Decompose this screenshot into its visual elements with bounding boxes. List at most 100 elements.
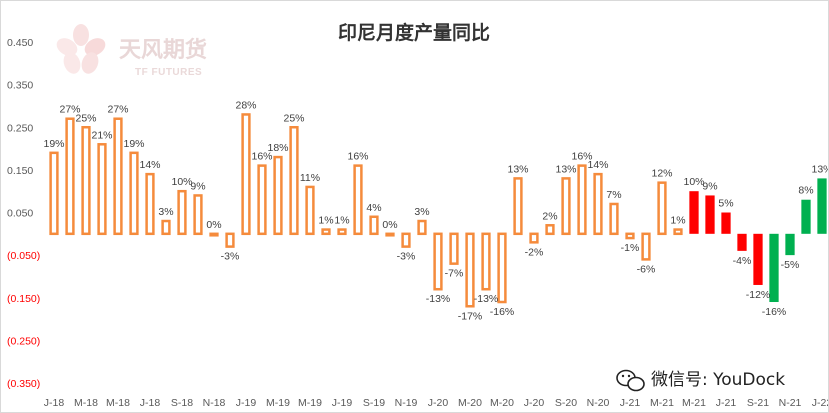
- bar: [209, 232, 219, 237]
- bar: [689, 191, 699, 234]
- data-label: 1%: [670, 215, 685, 227]
- bar: [449, 232, 459, 265]
- x-tick-label: S-20: [555, 397, 577, 409]
- bar: [769, 233, 779, 303]
- bar: [145, 172, 155, 236]
- data-label: 12%: [651, 168, 672, 180]
- bar: [257, 164, 267, 236]
- data-label: -1%: [621, 242, 640, 254]
- data-label: 25%: [283, 112, 304, 124]
- data-label: 0%: [206, 219, 221, 231]
- bar: [289, 126, 299, 236]
- bar: [721, 212, 731, 234]
- data-label: 4%: [366, 202, 381, 214]
- data-label: 13%: [555, 163, 576, 175]
- bar: [321, 228, 331, 236]
- bar: [113, 117, 123, 236]
- y-tick-label: 0.450: [7, 37, 33, 49]
- bar: [593, 172, 603, 236]
- data-label: 13%: [811, 163, 829, 175]
- x-tick-label: J-21: [716, 397, 737, 409]
- x-tick-label: M-18: [106, 397, 130, 409]
- data-label: 14%: [587, 159, 608, 171]
- data-label: 28%: [235, 99, 256, 111]
- x-tick-label: M-19: [298, 397, 322, 409]
- data-label: 3%: [414, 206, 429, 218]
- bar: [433, 232, 443, 291]
- x-tick-label: N-19: [395, 397, 418, 409]
- data-label: 21%: [91, 129, 112, 141]
- data-label: 27%: [107, 104, 128, 116]
- data-label: 16%: [347, 151, 368, 163]
- data-label: 9%: [702, 180, 717, 192]
- bar: [129, 151, 139, 236]
- data-label: 25%: [75, 112, 96, 124]
- data-label: -4%: [733, 255, 752, 267]
- bar: [513, 177, 523, 236]
- x-tick-label: J-19: [236, 397, 257, 409]
- data-label: -17%: [458, 310, 483, 322]
- x-tick-label: S-18: [171, 397, 193, 409]
- bar: [177, 189, 187, 236]
- data-label: 18%: [267, 142, 288, 154]
- data-label: 5%: [718, 198, 733, 210]
- logo-english-name: TF FUTURES: [135, 67, 202, 78]
- y-tick-label: (0.150): [7, 293, 40, 305]
- wechat-id-text: 微信号: YouDock: [651, 370, 785, 390]
- data-label: 0%: [382, 219, 397, 231]
- data-label: -5%: [781, 259, 800, 271]
- bar: [369, 215, 379, 236]
- data-label: -13%: [474, 293, 499, 305]
- y-tick-label: 0.150: [7, 165, 33, 177]
- wechat-watermark: 微信号: YouDock: [616, 369, 785, 392]
- chart-title: 印尼月度产量同比: [338, 21, 490, 44]
- data-label: 27%: [59, 104, 80, 116]
- bar: [625, 232, 635, 240]
- y-tick-label: 0.250: [7, 122, 33, 134]
- bar: [609, 202, 619, 236]
- bar: [401, 232, 411, 248]
- data-label: 16%: [571, 151, 592, 163]
- bar: [65, 117, 75, 236]
- bar: [753, 233, 763, 285]
- bar: [161, 219, 171, 236]
- data-labels: 19%27%25%21%27%19%14%3%10%9%0%-3%28%16%1…: [43, 99, 829, 322]
- x-tick-label: J-18: [140, 397, 161, 409]
- bar: [673, 228, 683, 236]
- data-label: -2%: [525, 246, 544, 258]
- data-label: 10%: [171, 176, 192, 188]
- bar: [305, 185, 315, 236]
- y-tick-label: (0.250): [7, 335, 40, 347]
- y-tick-label: (0.350): [7, 378, 40, 390]
- bar: [497, 232, 507, 304]
- x-tick-label: J-18: [44, 397, 65, 409]
- wechat-icon: [616, 369, 645, 392]
- bar: [81, 126, 91, 236]
- x-tick-label: J-20: [428, 397, 449, 409]
- x-tick-label: N-20: [587, 397, 610, 409]
- data-label: 1%: [334, 215, 349, 227]
- bar: [97, 143, 107, 236]
- bars: [49, 113, 827, 308]
- data-label: 13%: [507, 163, 528, 175]
- y-tick-label: 0.350: [7, 80, 33, 92]
- bar: [417, 219, 427, 236]
- y-axis: (0.350) (0.250) (0.150) (0.050) 0.050 0.150 0.…: [7, 37, 40, 390]
- data-label: -13%: [426, 293, 451, 305]
- x-tick-label: J-19: [332, 397, 353, 409]
- data-label: 1%: [318, 215, 333, 227]
- bar: [705, 195, 715, 234]
- bar: [817, 178, 827, 234]
- bar: [353, 164, 363, 236]
- bar: [273, 155, 283, 236]
- data-label: 2%: [542, 210, 557, 222]
- x-tick-label: J-22: [812, 397, 829, 409]
- x-tick-label: M-20: [458, 397, 482, 409]
- data-label: 8%: [798, 185, 813, 197]
- y-tick-label: 0.050: [7, 208, 33, 220]
- bar: [641, 232, 651, 261]
- x-tick-label: N-21: [779, 397, 802, 409]
- bar: [785, 233, 795, 256]
